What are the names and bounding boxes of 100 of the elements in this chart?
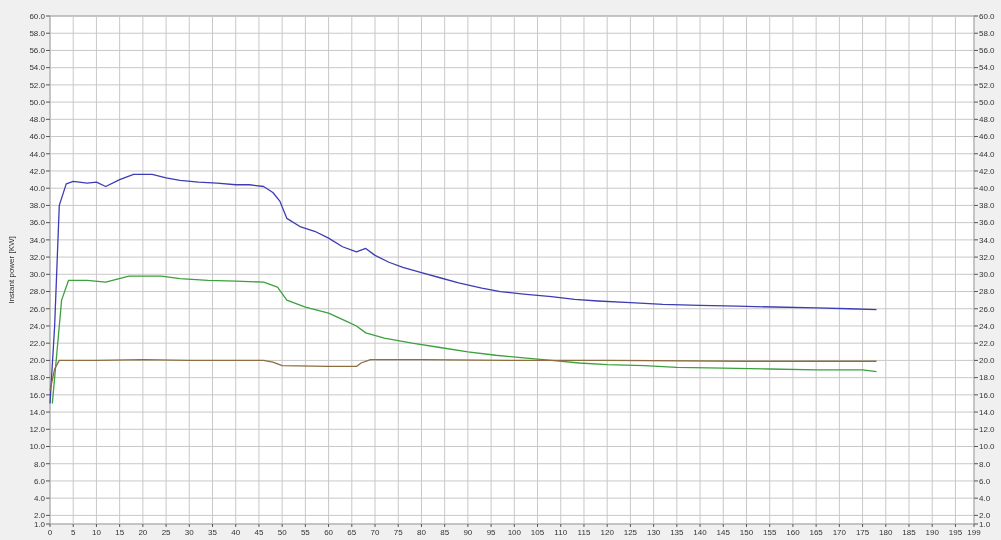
y-tick-label: 2.0 <box>33 511 46 521</box>
y-tick-label: 16.0 <box>29 390 46 400</box>
y2-tick-label: 52.0 <box>979 80 996 90</box>
x-tick-label: 55 <box>300 528 311 537</box>
y2-tick-label: 46.0 <box>979 132 996 142</box>
x-tick-label: 50 <box>277 528 288 537</box>
line-series <box>49 173 878 405</box>
y2-tick-label: 56.0 <box>979 46 996 56</box>
x-tick-label: 160 <box>786 528 801 537</box>
x-tick-label: 140 <box>693 528 708 537</box>
y2-tick-label: 14.0 <box>979 407 996 417</box>
y-tick-label: 30.0 <box>29 270 46 280</box>
y2-tick-label: 24.0 <box>979 321 996 331</box>
x-tick-label: 115 <box>577 528 591 537</box>
y-tick-label: 56.0 <box>29 46 46 56</box>
y-tick-label: 6.0 <box>33 476 46 486</box>
x-tick-label: 15 <box>115 528 125 537</box>
y2-tick-label: 30.0 <box>979 270 996 280</box>
x-tick-label: 75 <box>393 528 404 537</box>
x-tick-label: 100 <box>507 528 522 537</box>
y-tick-label: 60.0 <box>29 11 46 21</box>
y-tick-label: 54.0 <box>29 63 46 73</box>
y-tick-label: 20.0 <box>29 356 46 366</box>
y2-tick-label: 2.0 <box>979 511 991 521</box>
y2-tick-label: 10.0 <box>979 442 996 452</box>
x-tick-label: 40 <box>231 528 241 537</box>
y2-tick-label: 16.0 <box>979 390 996 400</box>
y-tick-label: 40.0 <box>29 184 46 193</box>
x-tick-label: 150 <box>739 528 754 537</box>
x-tick-label: 70 <box>370 528 381 537</box>
y-tick-label: 52.0 <box>29 80 46 90</box>
y-tick-label: 58.0 <box>29 29 46 39</box>
x-tick-label: 145 <box>716 528 731 537</box>
x-tick-label: 125 <box>623 528 638 537</box>
y2-tick-label: 54.0 <box>979 63 996 73</box>
y2-tick-label: 1.0 <box>979 519 991 529</box>
y2-tick-label: 26.0 <box>979 304 996 314</box>
y-tick-label: 38.0 <box>29 201 46 211</box>
y-tick-label: 26.0 <box>29 304 46 314</box>
x-tick-label: 30 <box>184 528 195 537</box>
y-tick-label: 24.0 <box>29 321 46 331</box>
x-tick-label: 165 <box>809 528 824 537</box>
y-tick-label: 10.0 <box>29 442 46 452</box>
x-tick-label: 25 <box>161 528 172 537</box>
y-tick-label: 32.0 <box>29 252 46 262</box>
y2-tick-label: 44.0 <box>979 149 996 159</box>
x-tick-label: 60 <box>324 528 334 537</box>
x-tick-label: 120 <box>600 528 615 537</box>
y-tick-label: 18.0 <box>29 373 46 383</box>
y-tick-label: 48.0 <box>29 115 46 125</box>
y-tick-label: 22.0 <box>29 338 46 348</box>
y-tick-label: 42.0 <box>29 166 46 176</box>
y2-tick-label: 60.0 <box>979 11 996 21</box>
x-tick-label: 190 <box>925 528 940 537</box>
y-tick-label: 46.0 <box>29 132 46 142</box>
x-tick-label: 45 <box>254 528 264 537</box>
y2-tick-label: 20.0 <box>979 356 996 366</box>
y-tick-label: 8.0 <box>33 459 46 469</box>
y2-tick-label: 4.0 <box>979 493 991 503</box>
x-tick-label: 185 <box>902 528 917 537</box>
x-tick-label: 80 <box>417 528 427 537</box>
y2-tick-label: 50.0 <box>979 97 996 107</box>
x-tick-label: 110 <box>554 528 568 537</box>
y-axis-title: Instant power [KW] <box>7 236 16 304</box>
y2-tick-label: 22.0 <box>979 338 996 348</box>
x-tick-label: 35 <box>208 528 218 537</box>
x-tick-label: 5 <box>70 528 76 537</box>
x-tick-label: 20 <box>138 528 148 537</box>
y2-tick-label: 8.0 <box>979 459 991 469</box>
y2-tick-label: 32.0 <box>979 252 996 262</box>
y2-tick-label: 42.0 <box>979 166 996 176</box>
x-tick-label: 130 <box>646 528 661 537</box>
x-tick-label: 10 <box>91 528 102 537</box>
y-tick-label: 34.0 <box>29 235 46 245</box>
x-tick-label: 65 <box>347 528 357 537</box>
y2-tick-label: 38.0 <box>979 201 996 211</box>
y-tick-label: 44.0 <box>29 149 46 159</box>
y2-tick-label: 28.0 <box>979 287 996 297</box>
line-series <box>49 358 878 392</box>
x-tick-label: 199 <box>967 528 982 537</box>
x-tick-label: 155 <box>763 528 777 537</box>
y-tick-label: 12.0 <box>29 425 46 435</box>
y-tick-label: 50.0 <box>29 97 46 107</box>
y-tick-label: 1.0 <box>33 519 46 529</box>
x-tick-label: 90 <box>463 528 473 537</box>
y-tick-label: 28.0 <box>29 287 46 297</box>
x-tick-label: 170 <box>832 528 847 537</box>
y-tick-label: 36.0 <box>29 218 46 228</box>
x-tick-label: 0 <box>47 528 53 537</box>
x-tick-label: 175 <box>855 528 870 537</box>
x-tick-label: 105 <box>530 528 545 537</box>
y2-tick-label: 18.0 <box>979 373 996 383</box>
x-tick-label: 85 <box>440 528 450 537</box>
x-tick-label: 195 <box>948 528 963 537</box>
line-series <box>51 275 878 405</box>
y-tick-label: 14.0 <box>29 407 46 417</box>
y2-tick-label: 36.0 <box>979 218 996 228</box>
y2-tick-label: 48.0 <box>979 115 996 125</box>
x-tick-label: 135 <box>670 528 685 537</box>
y-tick-label: 4.0 <box>33 493 46 503</box>
